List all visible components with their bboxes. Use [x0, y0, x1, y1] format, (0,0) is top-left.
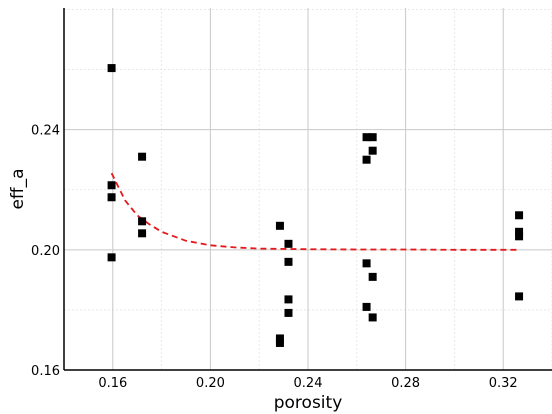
data-point: [368, 272, 377, 281]
data-point: [368, 313, 377, 322]
y-tick-labels: 0.16 0.20 0.24: [31, 124, 60, 379]
x-tick-label: 0.24: [294, 376, 323, 391]
data-point: [138, 217, 147, 226]
data-point: [368, 146, 377, 155]
y-axis-title: eff_a: [8, 168, 28, 209]
data-point: [362, 259, 371, 268]
data-point: [138, 229, 147, 238]
data-point: [284, 239, 293, 248]
major-gridlines: [64, 8, 552, 371]
data-point: [368, 133, 377, 142]
data-points: [107, 64, 524, 347]
data-point: [362, 155, 371, 164]
data-point: [275, 221, 284, 230]
data-point: [284, 257, 293, 266]
data-point: [138, 152, 147, 161]
data-point: [275, 334, 284, 343]
data-point: [515, 232, 524, 241]
data-point: [275, 338, 284, 347]
data-point: [362, 133, 371, 142]
data-point: [515, 292, 524, 301]
data-point: [284, 308, 293, 317]
y-tick-label: 0.24: [31, 124, 60, 139]
y-tick-label: 0.20: [31, 244, 60, 259]
fit-curve-layer: [110, 172, 520, 251]
data-point: [284, 295, 293, 304]
data-point: [515, 227, 524, 236]
data-point: [107, 181, 116, 190]
x-axis-title: porosity: [274, 393, 343, 413]
fit-curve: [110, 172, 520, 251]
data-point: [107, 253, 116, 262]
x-tick-label: 0.16: [98, 376, 127, 391]
data-point: [362, 302, 371, 311]
x-tick-labels: 0.16 0.20 0.24 0.28 0.32: [98, 376, 517, 391]
axes: [63, 8, 552, 371]
x-tick-label: 0.32: [489, 376, 518, 391]
x-tick-label: 0.28: [391, 376, 420, 391]
data-point: [515, 211, 524, 220]
x-tick-label: 0.20: [196, 376, 225, 391]
y-tick-label: 0.16: [31, 364, 60, 379]
data-point: [107, 64, 116, 73]
data-point: [107, 193, 116, 202]
